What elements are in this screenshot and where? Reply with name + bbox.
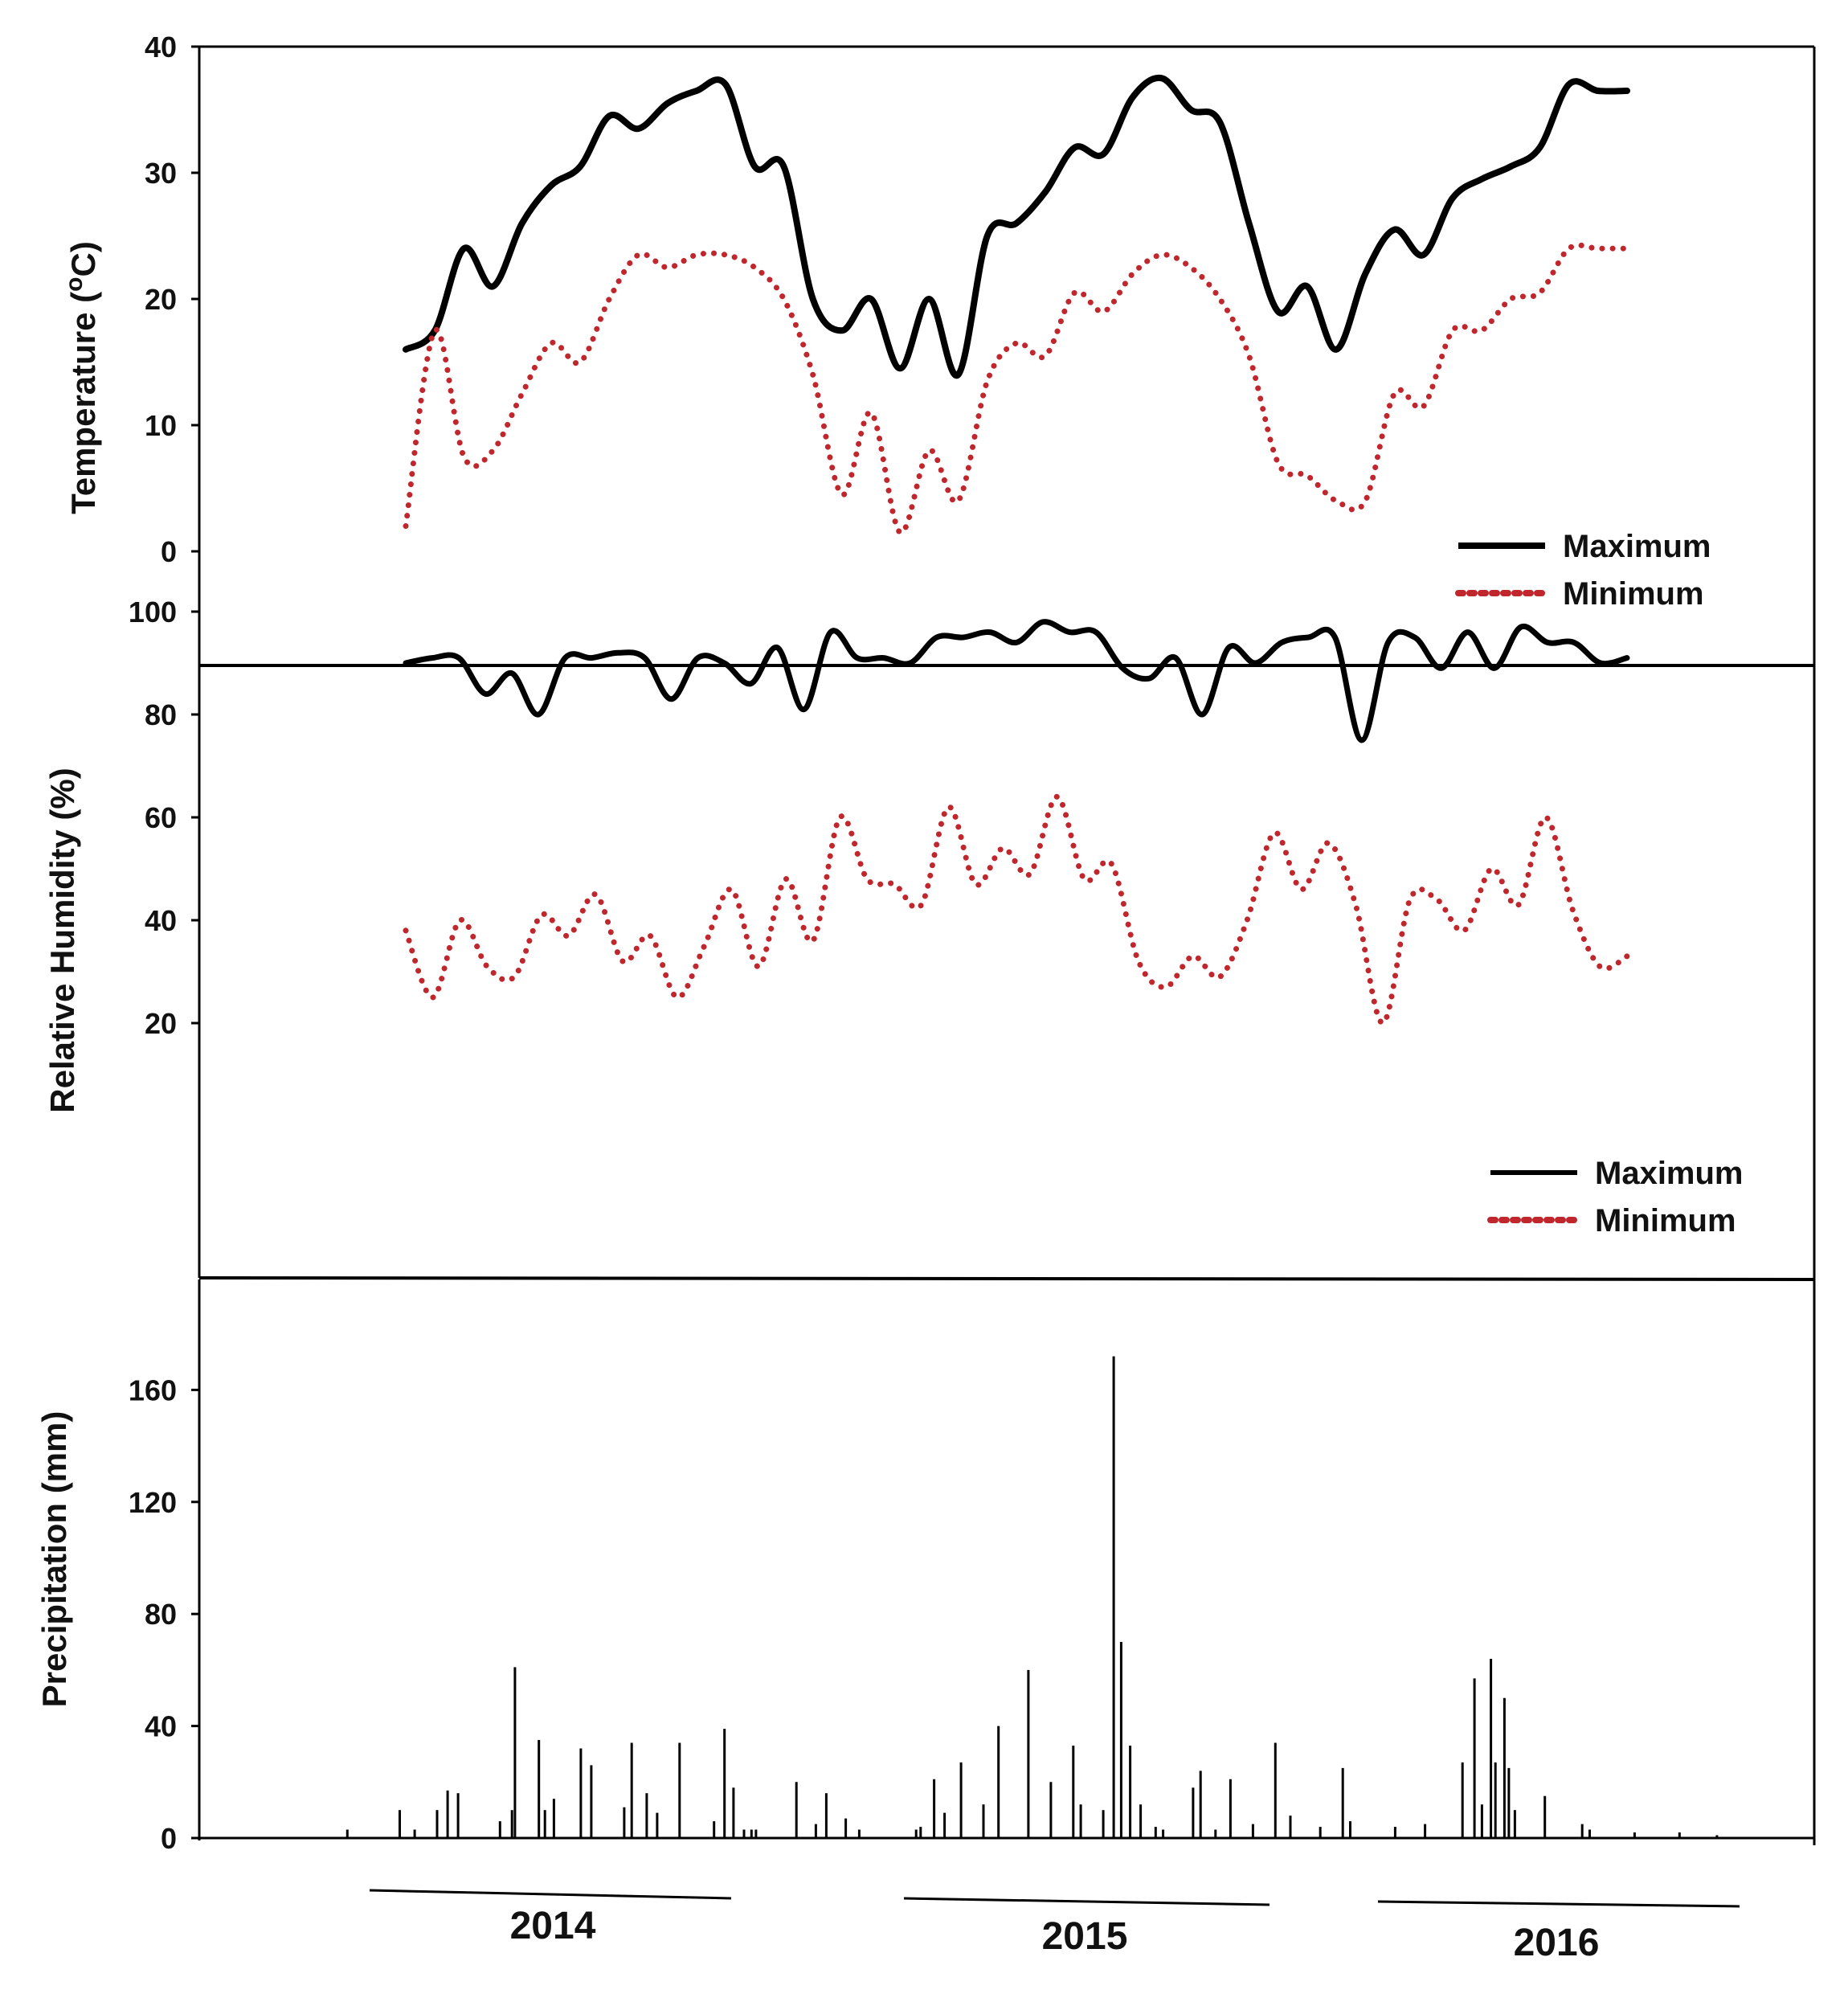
humidity-series: [403, 619, 1630, 1026]
legend-maximum-label: Maximum: [1595, 1156, 1744, 1191]
humidity-maximum-line: [403, 619, 1630, 743]
year-bar-2014: [369, 1889, 732, 1900]
year-labels: 2014 2015 2016: [369, 1889, 1740, 1964]
y-tick-label: 100: [129, 596, 177, 628]
precipitation-y-ticks: 0 40 80 120 160: [129, 1374, 199, 1855]
y-tick-label: 20: [145, 283, 177, 316]
y-tick-label: 0: [161, 535, 177, 568]
y-tick-label: 40: [145, 31, 177, 63]
temperature-series: [403, 74, 1630, 536]
precipitation-y-axis-label: Precipitation (mm): [35, 1411, 73, 1708]
temperature-minimum-line: [403, 242, 1630, 536]
temperature-panel: 0 10 20 30 40 Temperature (oC) Maximum Minim…: [61, 31, 1816, 1845]
y-tick-label: 80: [145, 1598, 177, 1631]
y-tick-label: 30: [145, 157, 177, 190]
y-tick-label: 10: [145, 409, 177, 442]
year-bar-2016: [1377, 1900, 1740, 1908]
precipitation-bars: [345, 1356, 1719, 1838]
temperature-y-axis-label: Temperature (oC): [61, 241, 102, 514]
humidity-legend: Maximum Minimum: [1487, 1156, 1744, 1238]
temperature-maximum-line: [403, 74, 1630, 379]
precipitation-panel: 0 40 80 120 160 Precipitation (mm) 2014 2015…: [35, 1279, 1814, 1964]
y-tick-label: 40: [145, 1710, 177, 1743]
humidity-y-ticks: 20 40 60 80 100: [129, 596, 199, 1040]
y-tick-label: 0: [161, 1822, 177, 1855]
panel-divider-2: [198, 1276, 1815, 1281]
temperature-legend: Maximum Minimum: [1455, 529, 1711, 612]
y-tick-label: 20: [145, 1007, 177, 1040]
y-tick-label: 120: [129, 1486, 177, 1519]
year-label-2015: 2015: [1042, 1915, 1128, 1958]
y-tick-label: 80: [145, 698, 177, 731]
y-tick-label: 60: [145, 801, 177, 834]
humidity-y-axis-label: Relative Humidity (%): [43, 768, 81, 1112]
y-tick-label: 160: [129, 1374, 177, 1406]
legend-minimum-label: Minimum: [1595, 1203, 1736, 1238]
humidity-minimum-line: [403, 793, 1630, 1026]
humidity-panel: 20 40 60 80 100 Relative Humidity (%) Maximu…: [43, 596, 1815, 1281]
year-label-2016: 2016: [1514, 1922, 1600, 1964]
temperature-y-ticks: 0 10 20 30 40: [145, 31, 199, 568]
legend-minimum-label: Minimum: [1563, 576, 1704, 612]
year-label-2014: 2014: [510, 1905, 596, 1947]
y-tick-label: 40: [145, 904, 177, 937]
year-bar-2015: [903, 1897, 1270, 1906]
legend-maximum-label: Maximum: [1563, 529, 1711, 564]
